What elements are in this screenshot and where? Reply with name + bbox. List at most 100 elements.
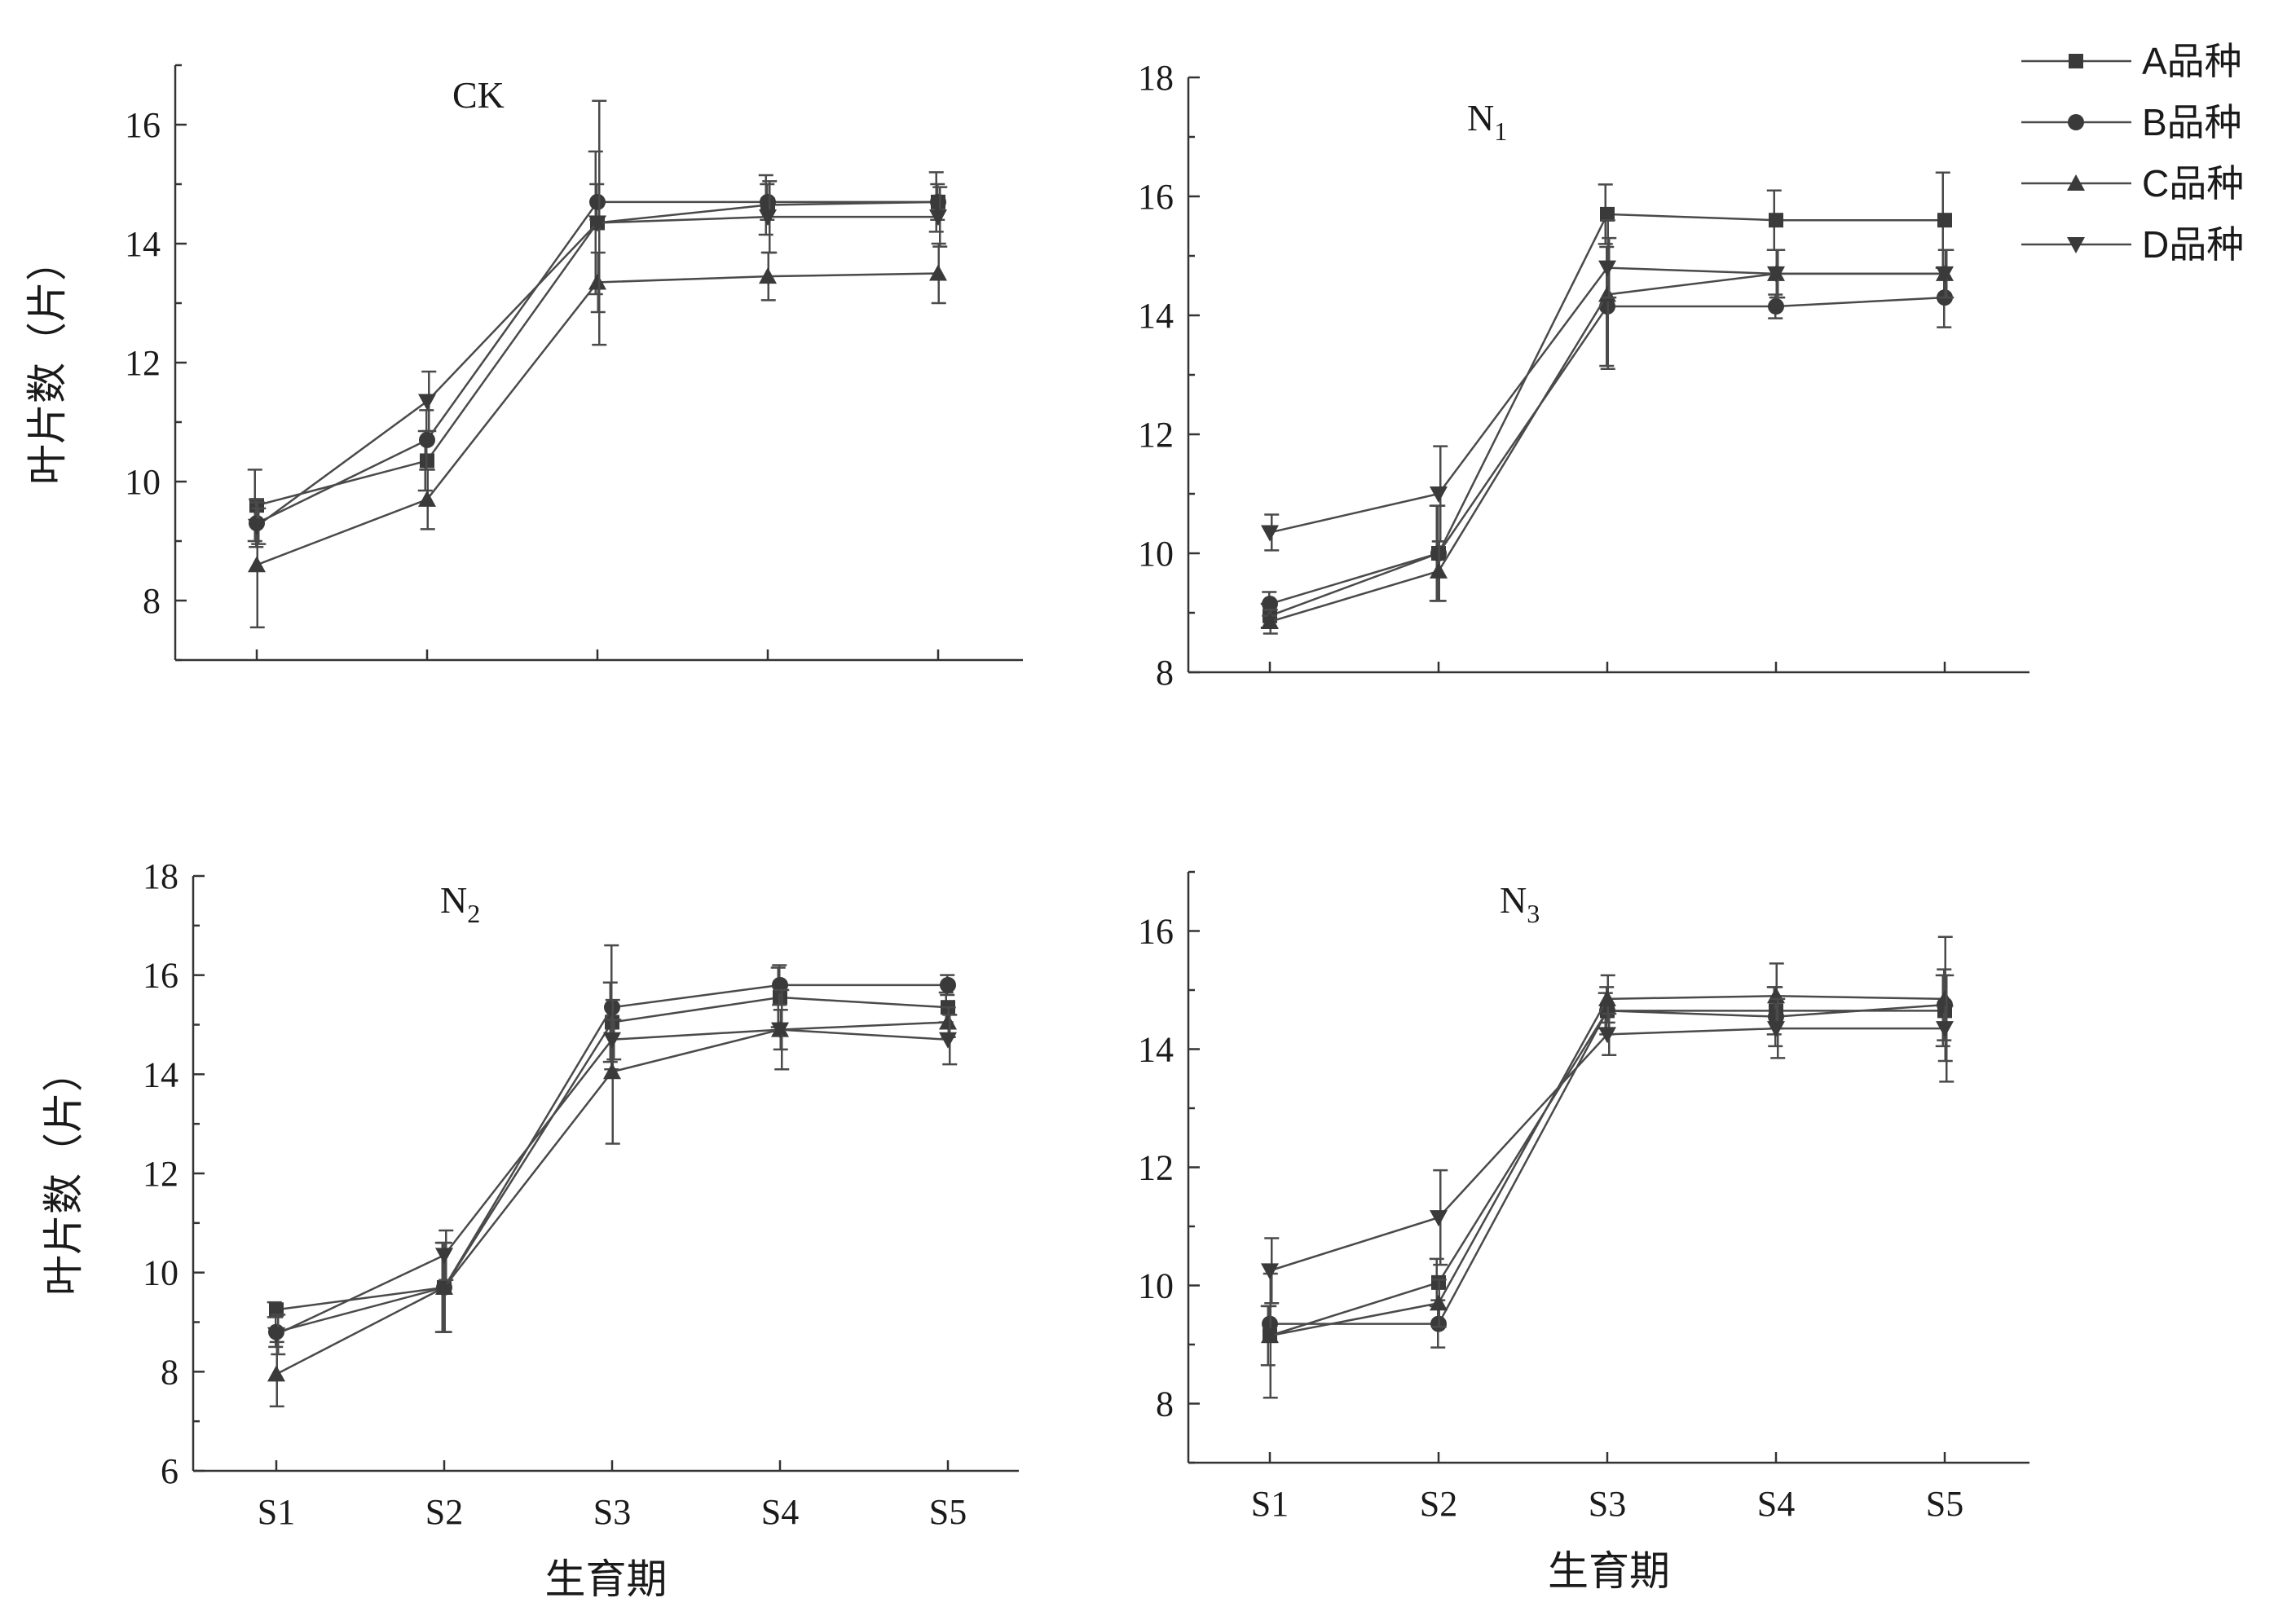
series-square bbox=[1260, 171, 1952, 629]
data-point bbox=[929, 209, 947, 227]
series-triangle-up bbox=[1261, 218, 1954, 635]
y-axis-title: 叶片数（片） bbox=[24, 240, 71, 485]
y-tick-label: 8 bbox=[161, 1352, 178, 1392]
series-line bbox=[256, 200, 939, 507]
series-line bbox=[256, 200, 938, 525]
legend: A品种 B品种 C品种 D品种 bbox=[2021, 40, 2244, 266]
data-point bbox=[1937, 213, 1952, 228]
y-axis-title: 叶片数（片） bbox=[40, 1051, 87, 1296]
data-point bbox=[1261, 1327, 1279, 1344]
data-point bbox=[1769, 213, 1783, 228]
legend-item: B品种 bbox=[2021, 101, 2242, 143]
data-point bbox=[1767, 266, 1785, 283]
series-triangle-up bbox=[267, 998, 957, 1408]
data-point bbox=[1936, 1021, 1954, 1038]
data-point bbox=[1261, 1263, 1279, 1280]
y-tick-label: 12 bbox=[143, 1154, 178, 1194]
data-point bbox=[588, 215, 606, 232]
data-point bbox=[1262, 596, 1278, 613]
data-point bbox=[759, 267, 777, 284]
y-tick-label: 8 bbox=[1156, 653, 1174, 693]
panel-title: CK bbox=[452, 74, 505, 116]
chart-panel-4: 8 10 12 14 16 S1 S2 S3 S4 S5 N3 生育期 bbox=[1138, 870, 2029, 1595]
data-point bbox=[588, 273, 606, 290]
y-tick-label: 16 bbox=[1138, 177, 1174, 217]
data-point bbox=[940, 976, 956, 993]
y-tick-label: 18 bbox=[143, 856, 178, 896]
x-tick-label: S4 bbox=[1757, 1484, 1795, 1524]
data-point bbox=[1261, 525, 1279, 542]
data-point bbox=[1767, 1021, 1785, 1038]
y-tick-label: 10 bbox=[143, 1253, 178, 1293]
series-triangle-down bbox=[1261, 974, 1954, 1305]
data-point bbox=[419, 431, 435, 448]
legend-item: D品种 bbox=[2021, 223, 2244, 266]
series-line bbox=[1269, 1010, 1945, 1337]
data-point bbox=[435, 1248, 453, 1265]
legend-marker bbox=[2068, 114, 2084, 130]
y-tick-label: 8 bbox=[143, 581, 161, 621]
data-point bbox=[248, 518, 266, 535]
data-point bbox=[248, 556, 266, 573]
series-line bbox=[1269, 994, 1946, 1337]
y-tick-label: 10 bbox=[125, 462, 161, 502]
y-tick-label: 12 bbox=[1138, 415, 1174, 455]
y-tick-label: 12 bbox=[1138, 1148, 1174, 1188]
y-tick-label: 8 bbox=[1156, 1384, 1174, 1424]
data-point bbox=[759, 209, 777, 227]
legend-item: A品种 bbox=[2021, 40, 2242, 82]
series-circle bbox=[249, 183, 946, 548]
data-point bbox=[1600, 206, 1615, 222]
legend-label: B品种 bbox=[2142, 101, 2242, 143]
data-point bbox=[1430, 561, 1448, 579]
series-triangle-down bbox=[1261, 236, 1954, 552]
series-triangle-down bbox=[248, 99, 948, 545]
y-tick-label: 14 bbox=[1138, 1030, 1174, 1070]
data-point bbox=[1261, 612, 1279, 629]
series-line bbox=[256, 272, 939, 566]
y-tick-label: 6 bbox=[161, 1451, 178, 1491]
data-point bbox=[939, 1013, 957, 1030]
x-tick-label: S2 bbox=[1420, 1484, 1457, 1524]
legend-item: C品种 bbox=[2021, 162, 2244, 205]
data-point bbox=[603, 1063, 621, 1080]
legend-label: C品种 bbox=[2142, 162, 2244, 205]
x-tick-label: S5 bbox=[929, 1492, 967, 1532]
chart-panel-3: 6 8 10 12 14 16 18 S1 S2 S3 S4 S5 N2 叶片数（片） 生育期 bbox=[40, 856, 1019, 1603]
legend-marker bbox=[2067, 174, 2085, 191]
data-point bbox=[1598, 260, 1616, 277]
x-tick-label: S4 bbox=[761, 1492, 799, 1532]
data-point bbox=[267, 1327, 285, 1344]
data-point bbox=[418, 490, 436, 507]
data-point bbox=[269, 1302, 284, 1318]
legend-label: A品种 bbox=[2142, 40, 2242, 82]
panel-title: N3 bbox=[1500, 879, 1540, 928]
y-tick-label: 14 bbox=[1138, 296, 1174, 336]
y-tick-label: 16 bbox=[125, 105, 161, 145]
data-point bbox=[267, 1365, 285, 1382]
series-circle bbox=[1262, 968, 1953, 1349]
data-point bbox=[1598, 989, 1616, 1006]
y-tick-label: 18 bbox=[1138, 58, 1174, 98]
y-tick-label: 14 bbox=[143, 1054, 178, 1094]
chart-panel-1: 8 10 12 14 16 CK 叶片数（片） bbox=[24, 64, 1023, 662]
x-tick-label: S2 bbox=[425, 1492, 463, 1532]
x-tick-label: S5 bbox=[1926, 1484, 1963, 1524]
x-tick-label: S3 bbox=[1589, 1484, 1626, 1524]
y-tick-label: 16 bbox=[1138, 912, 1174, 952]
data-point bbox=[1430, 1294, 1448, 1311]
data-point bbox=[771, 1022, 789, 1039]
data-point bbox=[1430, 486, 1448, 503]
y-tick-label: 16 bbox=[143, 956, 178, 996]
y-tick-label: 14 bbox=[125, 224, 161, 264]
series-triangle-up bbox=[248, 242, 947, 629]
y-tick-label: 10 bbox=[1138, 1266, 1174, 1306]
data-point bbox=[1936, 989, 1954, 1006]
series-line bbox=[1269, 1027, 1945, 1272]
data-point bbox=[1430, 1210, 1448, 1227]
legend-label: D品种 bbox=[2142, 223, 2244, 266]
legend-marker bbox=[2069, 54, 2083, 68]
data-point bbox=[930, 193, 946, 210]
series-triangle-up bbox=[1261, 935, 1954, 1399]
